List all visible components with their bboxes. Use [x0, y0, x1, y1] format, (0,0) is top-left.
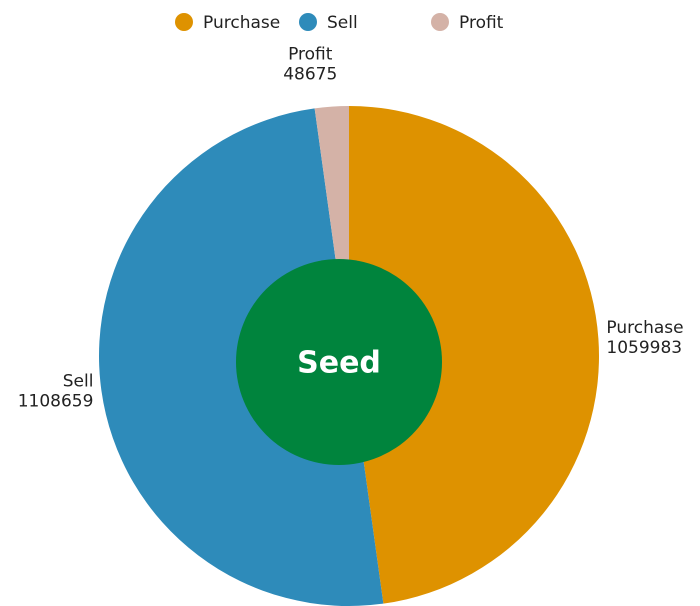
legend-swatch[interactable]: [431, 13, 449, 31]
slice-label-value: 1108659: [18, 391, 94, 411]
legend-label[interactable]: Sell: [327, 13, 358, 33]
slice-label-value: 1059983: [606, 338, 682, 358]
slice-label-name: Purchase: [606, 318, 683, 338]
slice: [349, 106, 600, 604]
legend-label[interactable]: Purchase: [203, 13, 280, 33]
center-label: Seed: [297, 346, 381, 381]
legend-label[interactable]: Profit: [459, 13, 504, 33]
slice-label-name: Sell: [63, 371, 94, 391]
slice-label-value: 48675: [283, 65, 337, 85]
center-circle: [236, 259, 442, 465]
legend-swatch[interactable]: [175, 13, 193, 31]
legend-swatch[interactable]: [299, 13, 317, 31]
slice-label-name: Profit: [288, 45, 333, 65]
